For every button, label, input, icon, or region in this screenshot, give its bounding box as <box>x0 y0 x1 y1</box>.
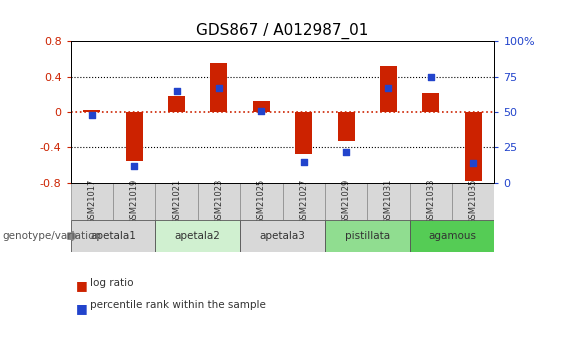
Bar <box>240 220 325 252</box>
Bar <box>71 220 155 252</box>
Bar <box>464 112 481 181</box>
Bar <box>240 183 282 220</box>
Text: GSM21019: GSM21019 <box>130 179 138 224</box>
Bar <box>155 183 198 220</box>
Bar <box>452 183 494 220</box>
Text: apetala3: apetala3 <box>259 231 306 241</box>
Bar <box>125 112 142 161</box>
Point <box>426 74 435 79</box>
Bar <box>168 96 185 112</box>
Bar <box>198 183 240 220</box>
Point <box>87 112 96 118</box>
Point <box>469 160 478 166</box>
Bar <box>410 183 452 220</box>
Text: genotype/variation: genotype/variation <box>3 231 102 241</box>
Text: GSM21031: GSM21031 <box>384 179 393 224</box>
Text: GSM21025: GSM21025 <box>257 179 266 224</box>
Bar <box>253 101 270 112</box>
Point <box>299 159 308 164</box>
Bar <box>380 66 397 112</box>
Bar <box>325 183 367 220</box>
Text: GSM21021: GSM21021 <box>172 179 181 224</box>
Bar <box>210 62 227 112</box>
Text: GSM21029: GSM21029 <box>342 179 350 224</box>
Text: GDS867 / A012987_01: GDS867 / A012987_01 <box>196 22 369 39</box>
Point <box>384 85 393 91</box>
Bar <box>325 220 410 252</box>
Point <box>172 88 181 93</box>
Text: GSM21035: GSM21035 <box>469 179 477 224</box>
Text: GSM21017: GSM21017 <box>88 179 96 224</box>
Bar <box>282 183 325 220</box>
Text: GSM21023: GSM21023 <box>215 179 223 224</box>
Bar <box>71 183 113 220</box>
Text: percentile rank within the sample: percentile rank within the sample <box>90 300 266 310</box>
Bar <box>155 220 240 252</box>
Point <box>129 163 139 169</box>
Bar <box>295 112 312 155</box>
Text: log ratio: log ratio <box>90 278 134 288</box>
Text: ■: ■ <box>76 279 88 293</box>
Text: GSM21027: GSM21027 <box>299 179 308 224</box>
Point <box>215 85 224 91</box>
Bar <box>367 183 410 220</box>
Bar <box>410 220 494 252</box>
Bar <box>84 110 101 112</box>
Bar <box>422 93 440 112</box>
Bar <box>337 112 355 141</box>
Point <box>341 149 350 155</box>
Text: pistillata: pistillata <box>345 231 390 241</box>
Text: ■: ■ <box>76 302 88 315</box>
Point <box>257 108 266 114</box>
Text: agamous: agamous <box>428 231 476 241</box>
Text: apetala2: apetala2 <box>175 231 221 241</box>
Text: GSM21033: GSM21033 <box>427 179 435 224</box>
Text: apetala1: apetala1 <box>90 231 136 241</box>
Bar <box>113 183 155 220</box>
